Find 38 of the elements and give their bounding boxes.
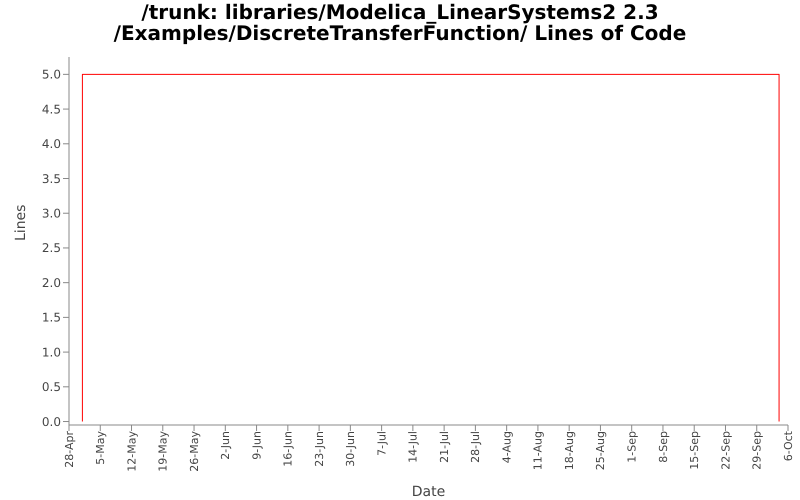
x-tick-label: 16-Jun — [282, 430, 295, 467]
x-tick-label: 21-Jul — [438, 431, 451, 463]
y-tick-label: 3.5 — [42, 172, 61, 186]
y-tick-label: 4.0 — [42, 137, 61, 152]
x-tick-label: 22-Sep — [719, 430, 732, 470]
x-tick-label: 4-Aug — [500, 431, 514, 464]
x-tick-label: 1-Sep — [626, 430, 639, 463]
x-tick-label: 29-Sep — [750, 430, 764, 470]
x-tick-label: 14-Jul — [406, 431, 420, 463]
chart-title: /trunk: libraries/Modelica_LinearSystems2 2.3 /Examples/DiscreteTransferFunction/ Lines of Code — [112, 0, 688, 45]
x-axis-title: Date — [412, 484, 446, 500]
x-tick-label: 11-Aug — [532, 431, 545, 470]
x-tick-label: 6-Oct — [782, 430, 795, 462]
x-tick-label: 25-Aug — [594, 431, 608, 470]
x-tick-label: 7-Jul — [375, 431, 388, 456]
x-tick-label: 18-Aug — [562, 431, 576, 470]
y-tick-label: 2.0 — [42, 276, 61, 290]
x-tick-label: 15-Sep — [688, 430, 702, 470]
x-tick-label: 30-Jun — [344, 430, 358, 467]
y-tick-label: 0.5 — [42, 380, 61, 394]
x-tick-label: 28-Jul — [469, 431, 482, 463]
y-axis-title: Lines — [12, 204, 29, 241]
y-tick-label: 3.0 — [42, 206, 61, 220]
x-tick-label: 12-May — [125, 430, 138, 472]
x-tick-label: 26-May — [188, 430, 201, 472]
y-tick-label: 1.5 — [42, 310, 61, 325]
x-tick-label: 23-Jun — [312, 430, 326, 467]
x-tick-label: 9-Jun — [250, 430, 264, 460]
y-tick-label: 1.0 — [42, 345, 61, 360]
y-tick-label: 4.5 — [42, 102, 61, 116]
y-tick-label: 5.0 — [42, 68, 61, 82]
x-tick-label: 5-May — [94, 430, 108, 465]
x-tick-label: 28-Apr — [62, 430, 76, 468]
y-tick-label: 2.5 — [42, 241, 61, 256]
x-tick-label: 8-Sep — [656, 430, 670, 463]
x-tick-label: 2-Jun — [219, 430, 232, 460]
x-tick-label: 19-May — [156, 430, 170, 472]
y-tick-label: 0.0 — [42, 414, 61, 429]
